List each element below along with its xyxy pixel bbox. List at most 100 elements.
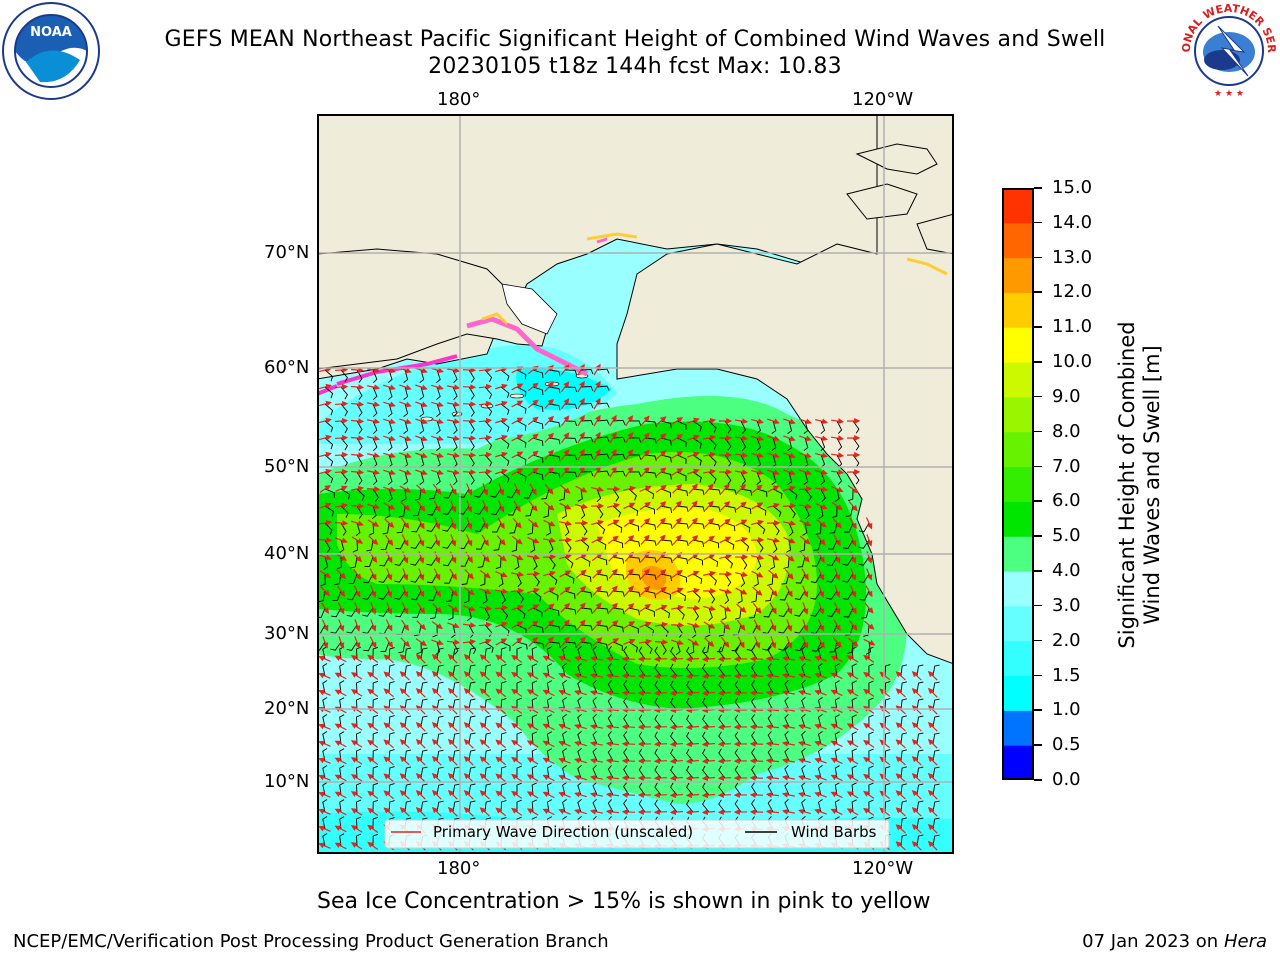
wave-arrow: [514, 483, 521, 496]
wave-arrow: [751, 519, 764, 526]
wave-arrow: [621, 689, 636, 696]
wind-barb: [834, 680, 840, 694]
wave-arrow: [543, 537, 557, 544]
wave-arrow: [399, 384, 412, 391]
wave-arrow: [527, 518, 539, 528]
wave-arrow: [544, 381, 554, 392]
colorbar-tick-mark: [1034, 570, 1042, 572]
colorbar-segment: [1002, 431, 1034, 468]
wave-arrow: [433, 500, 441, 513]
wave-arrow: [849, 602, 857, 615]
wave-direction-arrows: [318, 363, 938, 851]
wave-arrow: [609, 465, 617, 478]
legend-wave-label: Primary Wave Direction (unscaled): [433, 823, 693, 841]
wave-arrow: [368, 535, 379, 546]
wave-arrow: [322, 636, 329, 649]
colorbar-segment: [1002, 640, 1034, 677]
wave-arrow: [767, 435, 780, 442]
wave-arrow: [462, 418, 477, 425]
wave-arrow: [511, 468, 524, 476]
wave-arrow: [527, 433, 539, 443]
wave-arrow: [831, 501, 843, 511]
svg-text:★ ★ ★: ★ ★ ★: [1214, 89, 1244, 99]
wave-arrow: [320, 586, 330, 597]
wave-arrow: [415, 638, 428, 646]
colorbar-tick-mark: [1034, 500, 1042, 502]
wind-barb: [546, 765, 553, 779]
wave-arrow: [449, 483, 457, 496]
wave-arrow: [577, 380, 585, 393]
wave-arrow: [735, 519, 748, 527]
wave-arrow: [815, 452, 828, 459]
wave-arrow: [415, 469, 428, 476]
wave-arrow: [653, 690, 668, 697]
wind-barb: [322, 833, 328, 847]
wave-arrow: [639, 603, 651, 612]
wave-arrow: [717, 724, 732, 731]
wave-arrow: [671, 639, 684, 646]
wave-arrow: [640, 466, 650, 477]
wave-arrow: [593, 380, 601, 393]
wind-barb: [546, 782, 553, 796]
wave-arrow: [354, 619, 361, 632]
wave-arrow: [866, 568, 873, 581]
wave-arrow: [717, 758, 732, 765]
wave-arrow: [337, 602, 345, 615]
wave-arrow: [768, 585, 778, 597]
wave-arrow: [527, 587, 540, 594]
wave-arrow: [783, 485, 796, 492]
wave-arrow: [527, 536, 540, 544]
wave-arrow: [462, 469, 477, 476]
wave-arrow: [801, 636, 809, 649]
wave-arrow: [433, 568, 441, 581]
wave-arrow: [527, 416, 539, 426]
wind-barb: [834, 663, 840, 677]
wave-arrow: [479, 588, 492, 595]
wave-arrow: [830, 435, 845, 442]
wave-arrow: [319, 400, 332, 407]
wave-arrow: [466, 500, 473, 513]
wave-arrow: [418, 568, 425, 581]
wave-arrow: [769, 602, 777, 615]
wave-arrow: [527, 620, 539, 630]
colorbar-tick-mark: [1034, 221, 1042, 224]
wave-arrow: [319, 570, 332, 578]
wave-arrow: [350, 418, 365, 425]
wave-arrow: [830, 469, 845, 476]
wave-arrow: [717, 656, 732, 663]
wave-arrow: [767, 537, 781, 544]
wave-arrow: [543, 603, 555, 613]
wave-arrow: [353, 568, 362, 580]
colorbar-segment: [1002, 257, 1034, 293]
colorbar-tick-mark: [1034, 187, 1042, 189]
wave-arrow: [560, 364, 570, 376]
wave-arrow: [559, 570, 572, 578]
wave-arrow: [687, 468, 700, 475]
wave-arrow: [656, 517, 666, 528]
footer-credit: NCEP/EMC/Verification Post Processing Pr…: [13, 931, 609, 952]
lon-label-bottom-120w: 120°W: [852, 858, 914, 879]
wave-arrow: [638, 638, 653, 645]
wave-arrow: [850, 585, 857, 598]
wave-arrow: [560, 602, 571, 613]
wave-arrow: [544, 619, 555, 630]
wave-arrow: [671, 604, 685, 611]
wave-arrow: [431, 621, 443, 630]
wave-arrow: [704, 483, 714, 494]
wave-arrow: [672, 534, 682, 545]
wave-arrow: [624, 568, 634, 579]
wind-barb: [834, 799, 840, 813]
wave-arrow: [834, 585, 841, 598]
arctic-island-1: [855, 143, 938, 175]
colorbar-segment: [1002, 571, 1034, 607]
wave-arrow: [639, 485, 652, 493]
wave-arrow: [383, 502, 396, 510]
wave-arrow: [446, 418, 461, 425]
wave-arrow: [799, 418, 812, 425]
wind-barb: [817, 748, 823, 762]
wave-arrow: [717, 673, 732, 680]
wave-arrow: [446, 384, 461, 391]
wave-arrow: [621, 740, 636, 747]
wave-arrow: [350, 367, 365, 374]
colorbar-segment: [1002, 710, 1034, 746]
